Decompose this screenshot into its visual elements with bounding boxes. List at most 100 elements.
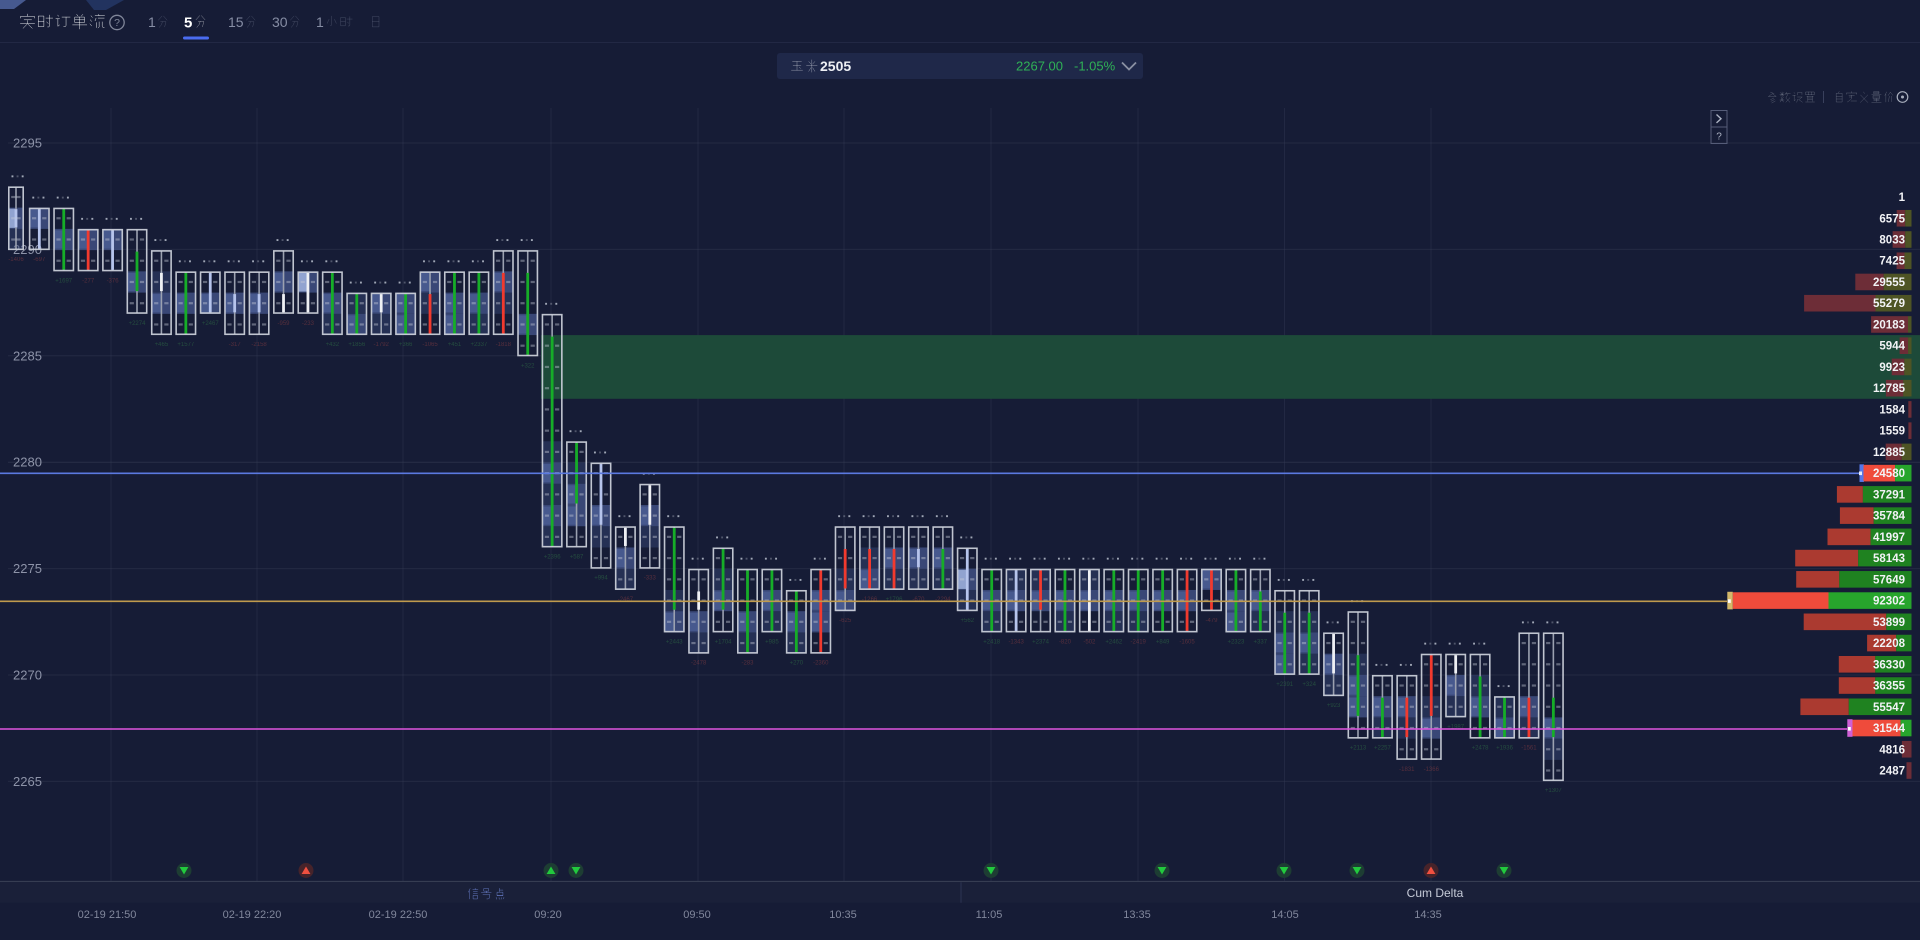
svg-text:-376: -376: [107, 278, 120, 284]
svg-text:+451: +451: [448, 342, 462, 348]
svg-text:2505: 2505: [820, 58, 851, 74]
svg-text:4816: 4816: [1879, 744, 1905, 756]
svg-text:41997: 41997: [1873, 532, 1905, 544]
svg-text:5944: 5944: [1879, 341, 1905, 353]
svg-text:+1987: +1987: [1447, 724, 1465, 730]
svg-text:+465: +465: [155, 342, 169, 348]
svg-text:20183: 20183: [1873, 319, 1905, 331]
svg-text:-1.05%: -1.05%: [1074, 59, 1116, 74]
svg-text:-820: -820: [1059, 639, 1072, 645]
svg-text:+2274: +2274: [129, 321, 147, 327]
svg-text:+322: +322: [521, 363, 535, 369]
svg-text:-2467: -2467: [618, 597, 634, 603]
svg-text:+1307: +1307: [1545, 788, 1563, 794]
svg-text:10:35: 10:35: [829, 909, 857, 921]
svg-text:-283: -283: [741, 661, 754, 667]
svg-text:+1577: +1577: [177, 342, 195, 348]
svg-text:2280: 2280: [13, 455, 42, 470]
svg-text:92302: 92302: [1873, 596, 1905, 608]
svg-text:-1605: -1605: [1179, 639, 1195, 645]
svg-text:+1697: +1697: [55, 278, 73, 284]
svg-text:57649: 57649: [1873, 574, 1905, 586]
svg-text:+587: +587: [570, 554, 584, 560]
svg-text:-233: -233: [302, 321, 315, 327]
svg-text:-697: -697: [33, 257, 46, 263]
svg-text:+1936: +1936: [1496, 746, 1514, 752]
svg-text:14:05: 14:05: [1271, 909, 1299, 921]
svg-text:30: 30: [272, 14, 288, 30]
svg-text:-2419: -2419: [1131, 639, 1147, 645]
svg-text:09:20: 09:20: [534, 909, 562, 921]
svg-text:+2462: +2462: [1105, 639, 1123, 645]
svg-text:+337: +337: [1254, 639, 1268, 645]
svg-text:2270: 2270: [13, 668, 42, 683]
svg-text:12785: 12785: [1873, 383, 1906, 395]
svg-text:+2443: +2443: [666, 639, 684, 645]
svg-text:58143: 58143: [1873, 553, 1905, 565]
svg-text:-959: -959: [278, 321, 291, 327]
svg-text:-1792: -1792: [374, 342, 390, 348]
svg-text:+2374: +2374: [1032, 639, 1050, 645]
svg-text:09:50: 09:50: [683, 909, 711, 921]
svg-text:1584: 1584: [1879, 404, 1905, 416]
svg-text:02-19 21:50: 02-19 21:50: [78, 909, 137, 921]
svg-text:-502: -502: [1083, 639, 1096, 645]
svg-text:02-19 22:20: 02-19 22:20: [223, 909, 282, 921]
svg-text:02-19 22:50: 02-19 22:50: [369, 909, 428, 921]
svg-text:1: 1: [1899, 192, 1906, 204]
svg-text:24580: 24580: [1873, 468, 1905, 480]
svg-text:12885: 12885: [1873, 447, 1906, 459]
svg-text:-2360: -2360: [813, 661, 829, 667]
svg-text:-317: -317: [229, 342, 242, 348]
svg-text:+2391: +2391: [1276, 682, 1294, 688]
svg-text:5: 5: [184, 15, 192, 32]
svg-text:-1831: -1831: [1399, 767, 1415, 773]
svg-text:1: 1: [316, 14, 324, 30]
svg-text:+432: +432: [326, 342, 340, 348]
svg-text:53899: 53899: [1873, 617, 1905, 629]
svg-text:+366: +366: [399, 342, 413, 348]
svg-text:2295: 2295: [13, 136, 42, 151]
svg-text:+324: +324: [1302, 682, 1316, 688]
svg-text:-1406: -1406: [8, 257, 24, 263]
svg-text:-277: -277: [82, 278, 95, 284]
svg-text:-1343: -1343: [1008, 639, 1024, 645]
svg-text:36330: 36330: [1873, 659, 1905, 671]
svg-text:2275: 2275: [13, 561, 42, 576]
svg-text:15: 15: [228, 14, 244, 30]
svg-text:36355: 36355: [1873, 681, 1906, 693]
svg-text:2265: 2265: [13, 774, 42, 789]
svg-text:+2113: +2113: [1350, 746, 1367, 752]
svg-text:+849: +849: [1156, 639, 1170, 645]
svg-text:14:35: 14:35: [1414, 909, 1442, 921]
svg-text:-479: -479: [1205, 618, 1218, 624]
svg-text:-670: -670: [912, 597, 925, 603]
svg-text:+923: +923: [1327, 703, 1341, 709]
svg-text:Cum Delta: Cum Delta: [1407, 886, 1464, 900]
svg-text:11:05: 11:05: [976, 909, 1003, 921]
svg-text:+2418: +2418: [983, 639, 1001, 645]
svg-text:35784: 35784: [1873, 511, 1906, 523]
svg-text:+1704: +1704: [715, 639, 733, 645]
svg-text:+562: +562: [961, 618, 975, 624]
svg-text:13:35: 13:35: [1123, 909, 1151, 921]
svg-text:+270: +270: [790, 661, 804, 667]
svg-text:-333: -333: [644, 576, 657, 582]
svg-text:2290: 2290: [13, 242, 42, 257]
svg-text:-2158: -2158: [251, 342, 267, 348]
svg-text:?: ?: [1716, 132, 1722, 143]
svg-text:+985: +985: [765, 639, 779, 645]
svg-text:-1818: -1818: [496, 342, 512, 348]
svg-text:1559: 1559: [1879, 426, 1905, 438]
svg-text:22208: 22208: [1873, 638, 1906, 650]
svg-text:+1796: +1796: [886, 597, 904, 603]
svg-text:-625: -625: [839, 618, 852, 624]
svg-text:6575: 6575: [1879, 213, 1905, 225]
svg-text:37291: 37291: [1873, 489, 1906, 501]
svg-text:+2337: +2337: [470, 342, 488, 348]
svg-text:-1266: -1266: [862, 597, 878, 603]
svg-text:+2257: +2257: [1374, 746, 1392, 752]
svg-text:+2467: +2467: [202, 321, 220, 327]
svg-text:+994: +994: [594, 576, 608, 582]
svg-text:-2478: -2478: [691, 661, 707, 667]
